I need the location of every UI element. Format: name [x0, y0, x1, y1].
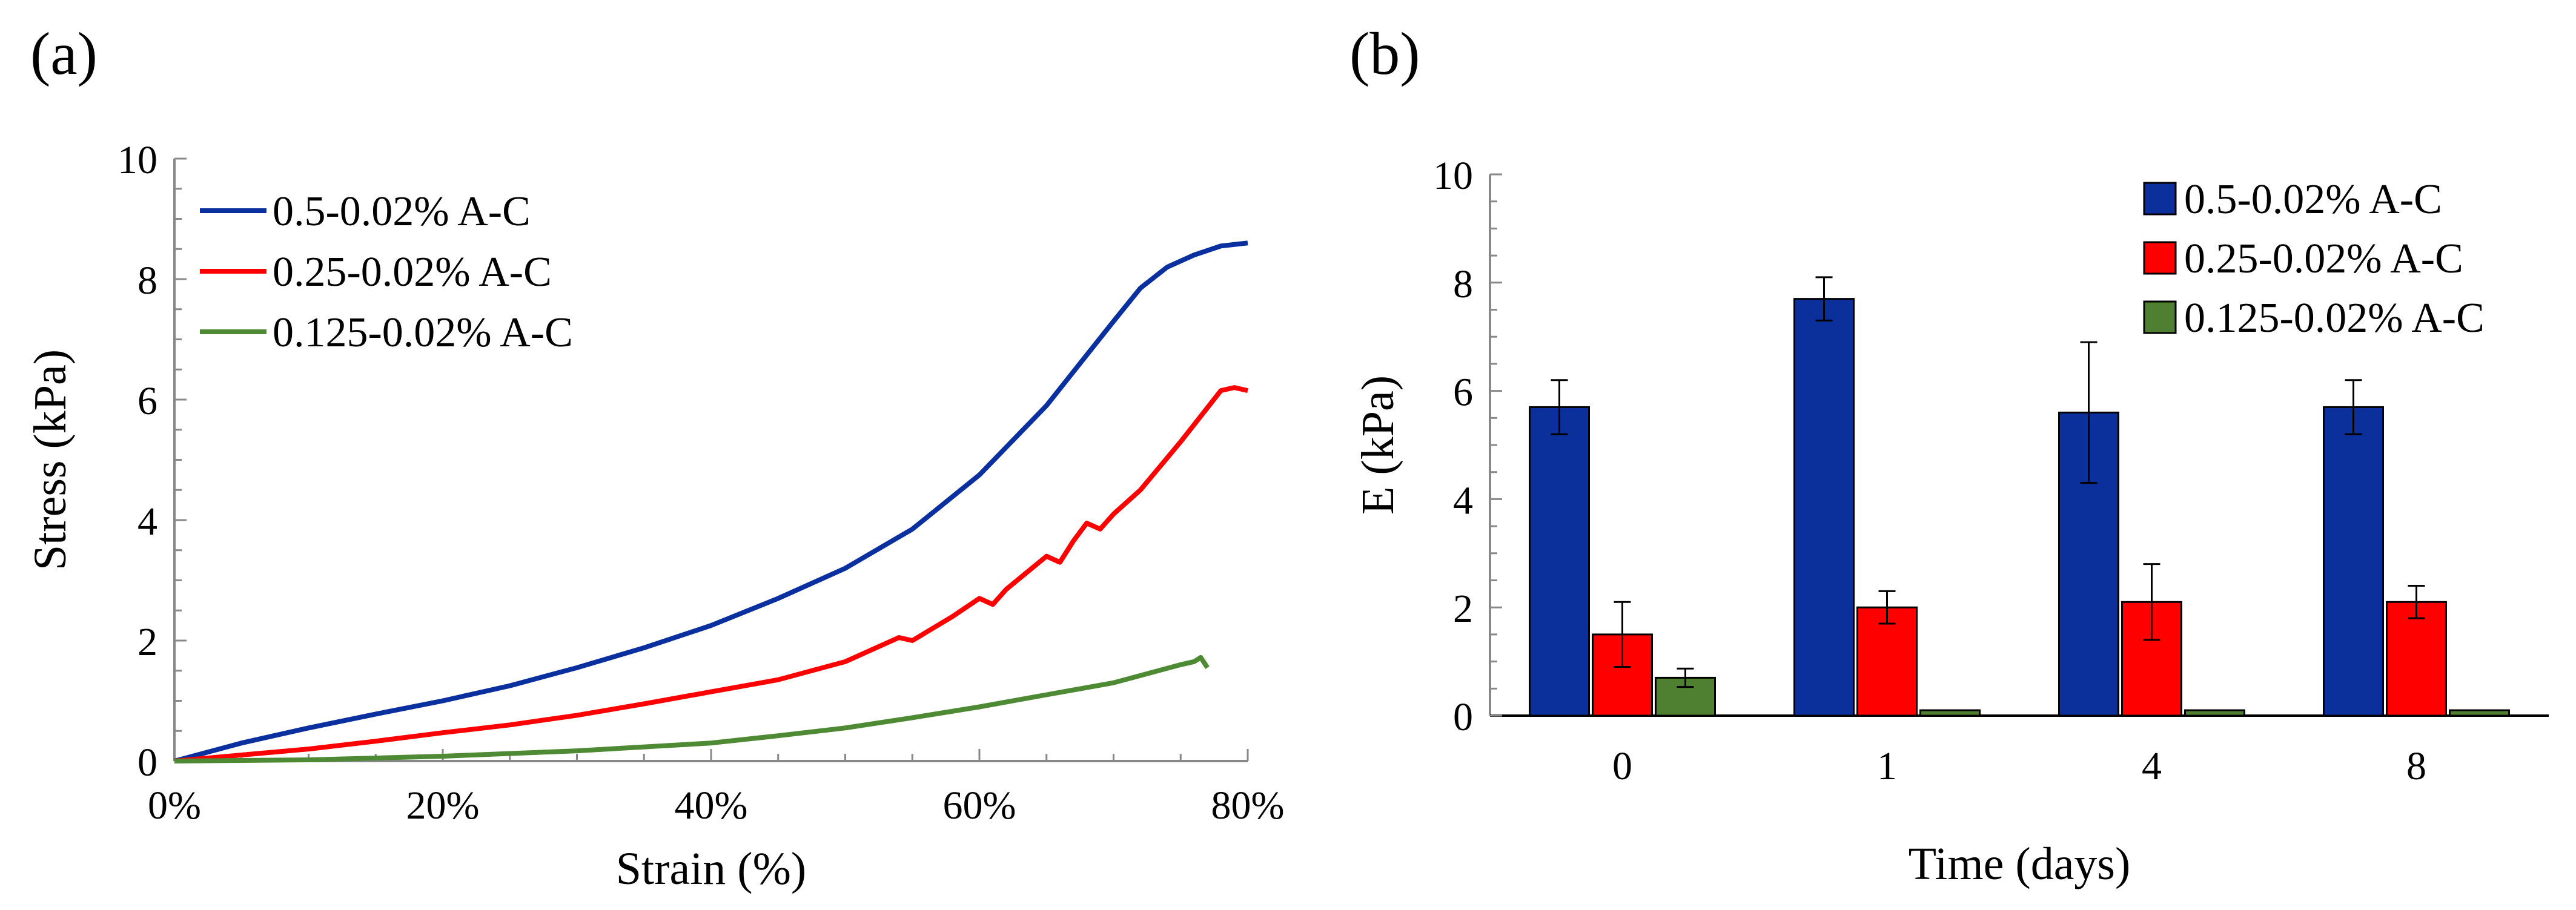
series-line-0 — [173, 240, 1248, 763]
legend-swatch-0 — [2143, 182, 2177, 216]
bar-0-1 — [1793, 298, 1855, 717]
y-tick-label: 10 — [118, 138, 157, 182]
y-tick-label: 8 — [137, 259, 157, 303]
y-tick-label: 4 — [137, 500, 157, 544]
modulus-bar-chart: 0 2 4 6 8 10 0 1 4 8 Time (days) E (kPa) 0.5-0.02% A… — [1353, 154, 2549, 889]
x-tick-label: 60% — [943, 783, 1016, 828]
legend-label-2: 0.125-0.02% A-C — [2184, 295, 2485, 341]
y-tick-label: 6 — [1453, 371, 1473, 415]
y-tick-label: 6 — [137, 379, 157, 423]
legend-label-2: 0.125-0.02% A-C — [273, 309, 573, 356]
y-tick-label: 0 — [137, 740, 157, 785]
bar-1-3 — [2386, 601, 2447, 717]
bar-2-2 — [2184, 709, 2245, 717]
bar-1-1 — [1856, 606, 1918, 717]
x-tick-label: 20% — [406, 783, 480, 828]
y-axis-title: Stress (kPa) — [25, 349, 76, 570]
bar-0-3 — [2323, 406, 2384, 717]
legend-swatch-1 — [2143, 241, 2177, 275]
y-tick-label: 2 — [137, 620, 157, 664]
x-tick-label: 8 — [2406, 744, 2426, 788]
x-tick-label: 1 — [1877, 744, 1897, 788]
bar-2-3 — [2449, 709, 2510, 717]
y-tick-label: 4 — [1453, 478, 1473, 523]
y-tick-label: 8 — [1453, 262, 1473, 306]
stress-strain-chart: 0 2 4 6 8 10 0% 20% 40% 60% 80% Strain (%) Stress (k… — [25, 138, 1284, 894]
y-tick-label: 2 — [1453, 587, 1473, 631]
legend-label-1: 0.25-0.02% A-C — [2184, 236, 2463, 282]
legend-swatch-2 — [2143, 300, 2177, 334]
x-tick-label: 0 — [1612, 744, 1632, 788]
bar-0-0 — [1529, 406, 1590, 717]
x-axis-title: Time (days) — [1909, 839, 2131, 889]
x-tick-label: 80% — [1211, 783, 1285, 828]
x-tick-label: 40% — [675, 783, 748, 828]
panel-a-label: (a) — [30, 20, 98, 87]
panel-b-label: (b) — [1349, 20, 1420, 87]
x-axis-title: Strain (%) — [616, 843, 806, 894]
legend-label-0: 0.5-0.02% A-C — [2184, 176, 2442, 223]
y-tick-label: 10 — [1433, 154, 1473, 198]
x-tick-label: 4 — [2142, 744, 2162, 788]
bar-2-1 — [1919, 709, 1981, 717]
series-line-1 — [174, 385, 1248, 763]
y-axis-title: E (kPa) — [1353, 375, 1403, 515]
series-line-2 — [174, 654, 1210, 763]
legend-label-1: 0.25-0.02% A-C — [273, 249, 552, 295]
x-tick-label: 0% — [148, 783, 201, 828]
y-tick-label: 0 — [1453, 695, 1473, 739]
legend-label-0: 0.5-0.02% A-C — [273, 188, 531, 235]
